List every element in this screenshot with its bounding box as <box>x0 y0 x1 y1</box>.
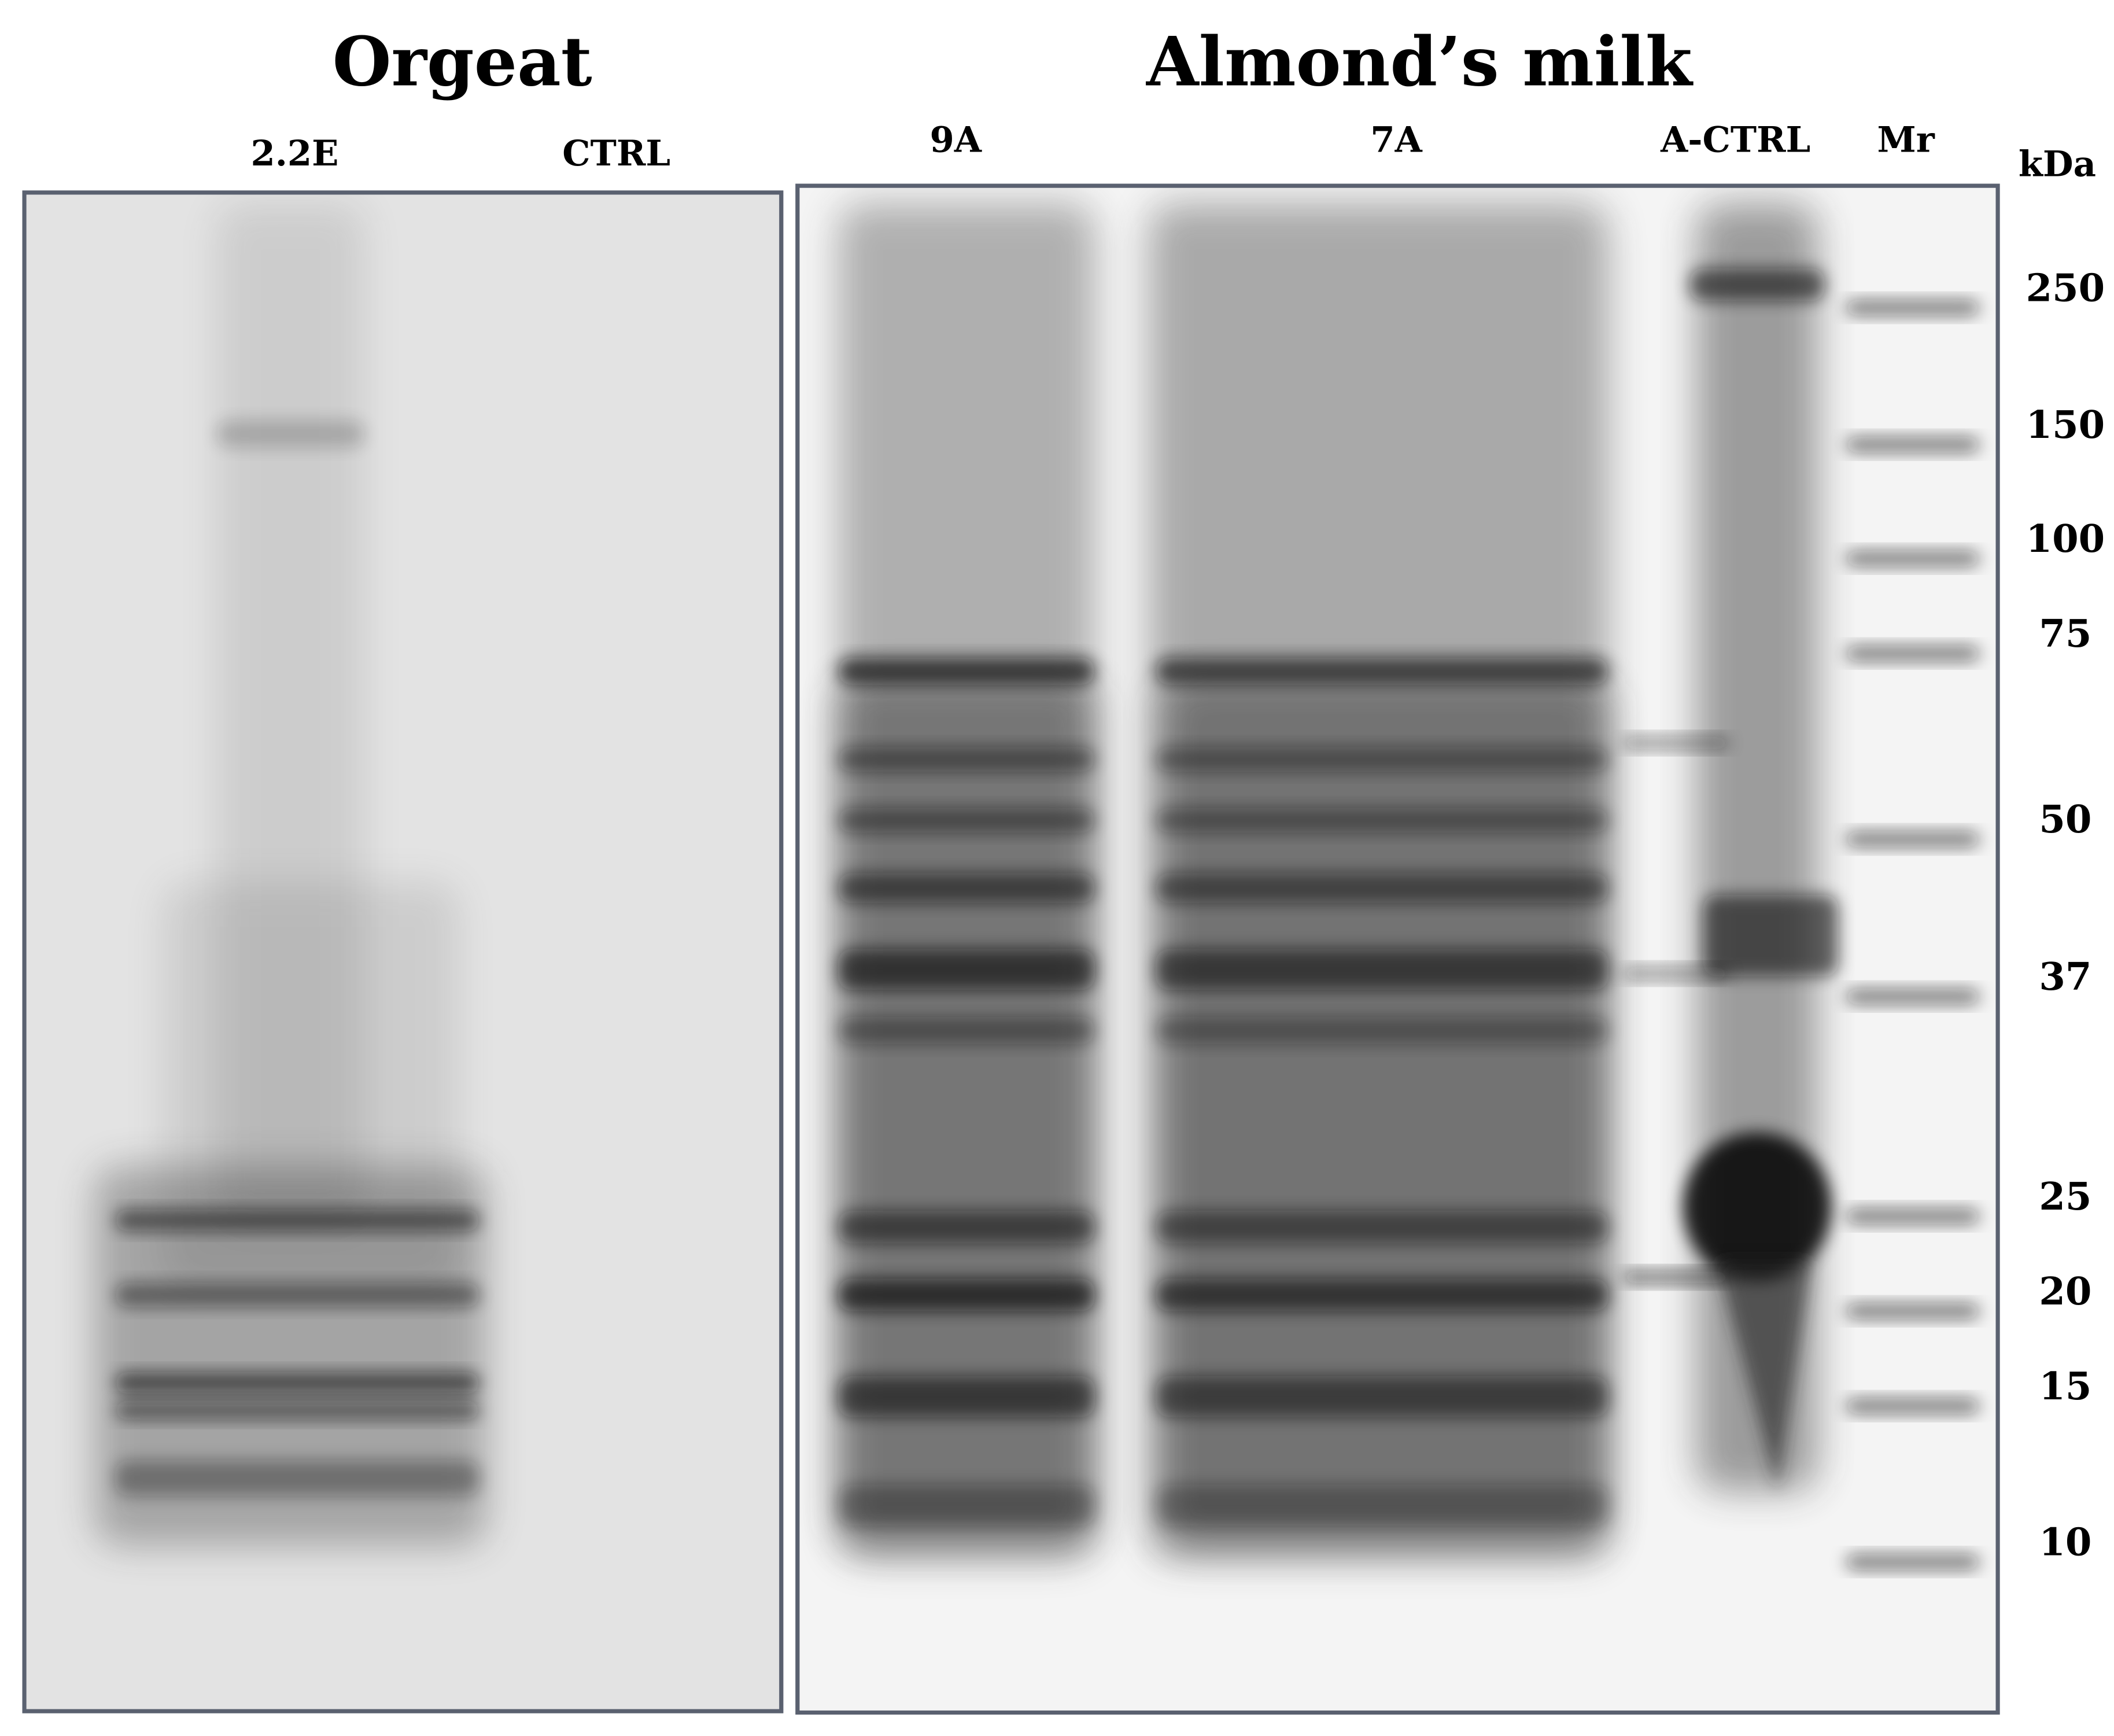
smear <box>1716 1260 1812 1492</box>
band <box>115 1372 480 1394</box>
band <box>1622 1270 1731 1284</box>
band <box>838 873 1095 904</box>
marker-size-label: 100 <box>2026 517 2105 561</box>
gel-border <box>22 190 784 1713</box>
band <box>1156 873 1609 904</box>
band <box>1156 657 1609 685</box>
band <box>1845 988 1980 1005</box>
panel-title: Orgeat <box>333 22 592 102</box>
marker-size-label: 15 <box>2039 1364 2091 1409</box>
band <box>838 1376 1095 1417</box>
band <box>1845 550 1980 567</box>
lane-label: 7A <box>1370 119 1422 160</box>
band <box>1156 1278 1609 1311</box>
band <box>1845 831 1980 848</box>
band <box>1845 645 1980 662</box>
lane-label: 9A <box>930 119 982 160</box>
band <box>216 420 365 448</box>
band <box>838 808 1095 833</box>
band <box>1622 967 1731 981</box>
gel-lanes <box>94 203 487 1546</box>
lane-label: CTRL <box>562 133 670 174</box>
gel-border <box>795 183 2000 1715</box>
band <box>1156 747 1609 772</box>
marker-size-label: 10 <box>2039 1520 2091 1564</box>
marker-size-label: 50 <box>2039 797 2091 842</box>
marker-labels: 250 150 100 75 50 37 25 20 15 10 <box>2026 266 2105 1564</box>
band <box>1622 736 1731 750</box>
unit-label: kDa <box>2019 144 2096 185</box>
band <box>1845 436 1980 453</box>
band <box>1845 1398 1980 1414</box>
band <box>838 1017 1095 1044</box>
band <box>1845 1554 1980 1571</box>
gel-lanes <box>838 203 1980 1571</box>
smear <box>94 1166 487 1546</box>
marker-size-label: 25 <box>2039 1174 2091 1219</box>
marker-size-label: 150 <box>2026 403 2105 447</box>
band <box>1156 1211 1609 1244</box>
panel-title: Almond’s milk <box>1146 22 1694 102</box>
marker-size-label: 37 <box>2039 954 2091 999</box>
band <box>1156 1017 1609 1044</box>
spot <box>1683 1132 1832 1282</box>
band <box>1156 808 1609 833</box>
band <box>115 1209 480 1232</box>
band <box>115 1282 480 1307</box>
band <box>1845 300 1980 316</box>
lane-label: 2.2E <box>250 133 338 174</box>
lane-label: Mr <box>1877 119 1935 160</box>
band <box>1156 1376 1609 1417</box>
band <box>838 1484 1095 1525</box>
band <box>1156 1484 1609 1525</box>
band <box>838 1211 1095 1244</box>
band <box>838 747 1095 772</box>
band <box>1845 1208 1980 1225</box>
band <box>115 1400 480 1420</box>
band <box>1703 895 1839 976</box>
band <box>1845 1303 1980 1319</box>
band <box>838 657 1095 685</box>
lane-label: A-CTRL <box>1660 119 1810 160</box>
band <box>838 949 1095 990</box>
band <box>838 1278 1095 1311</box>
marker-size-label: 250 <box>2026 266 2105 310</box>
marker-size-label: 75 <box>2039 611 2091 656</box>
band <box>115 1460 480 1496</box>
marker-size-label: 20 <box>2039 1269 2091 1314</box>
band <box>1156 949 1609 990</box>
band <box>1689 268 1825 301</box>
